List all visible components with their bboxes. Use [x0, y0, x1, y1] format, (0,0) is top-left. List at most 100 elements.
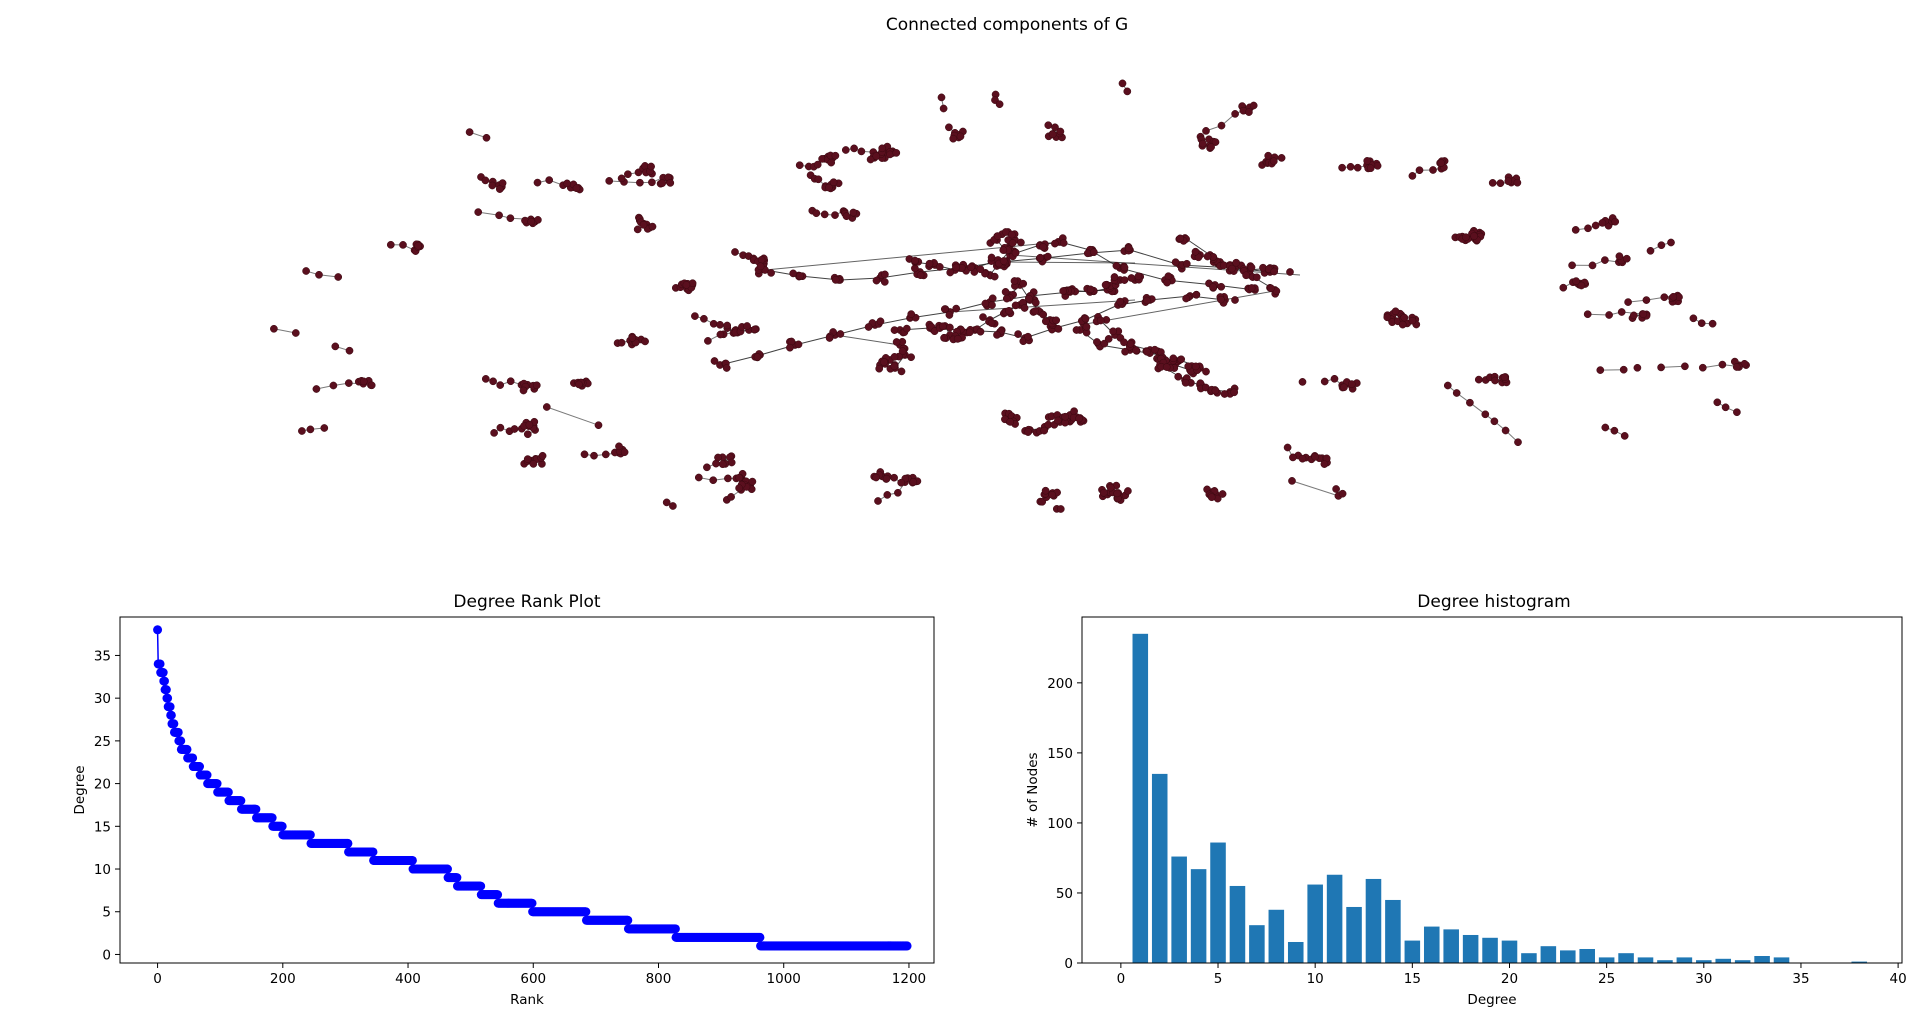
graph-node — [523, 455, 532, 463]
graph-node — [538, 451, 547, 460]
rank-point — [158, 668, 168, 678]
graph-node — [1496, 179, 1505, 188]
graph-node — [714, 453, 722, 462]
graph-node — [952, 304, 961, 313]
histogram-bar — [1326, 874, 1343, 963]
graph-node — [831, 151, 840, 160]
graph-node — [976, 327, 985, 336]
histogram-y-label: # of Nodes — [1025, 752, 1041, 827]
graph-node — [1059, 287, 1068, 295]
graph-node — [605, 177, 614, 185]
graph-node — [636, 178, 644, 187]
rank-point — [277, 821, 287, 831]
graph-node — [1051, 123, 1059, 132]
graph-node — [750, 325, 759, 334]
graph-node — [836, 330, 845, 338]
rank-point — [251, 804, 261, 814]
graph-node — [1191, 247, 1200, 256]
graph-node — [1617, 308, 1626, 316]
graph-node — [1366, 164, 1375, 173]
graph-node — [995, 100, 1004, 109]
graph-node — [940, 305, 949, 313]
graph-node — [1041, 317, 1050, 326]
histogram-bar — [1773, 957, 1790, 963]
graph-node — [890, 326, 899, 334]
graph-node — [1203, 252, 1212, 261]
graph-node — [1044, 121, 1053, 130]
graph-node — [658, 179, 667, 188]
graph-node — [872, 473, 880, 482]
graph-node — [1184, 362, 1193, 371]
graph-node — [1619, 365, 1628, 374]
histogram-bar — [1404, 940, 1421, 963]
graph-node — [825, 183, 833, 192]
graph-node — [993, 331, 1001, 339]
graph-node — [545, 176, 554, 184]
graph-node — [735, 484, 743, 492]
graph-node — [1031, 307, 1040, 315]
graph-node — [298, 427, 306, 435]
graph-node — [1120, 338, 1128, 347]
graph-node — [1288, 477, 1296, 485]
graph-node — [359, 377, 368, 386]
graph-node — [1124, 244, 1133, 253]
histogram-bar — [1734, 960, 1751, 963]
graph-node — [1437, 159, 1445, 167]
graph-node — [1211, 138, 1220, 146]
graph-node — [1732, 363, 1741, 371]
graph-node — [1230, 388, 1239, 397]
graph-node — [1081, 314, 1090, 323]
rank-point — [182, 744, 192, 754]
graph-node — [1721, 403, 1730, 412]
graph-node — [1247, 263, 1256, 272]
graph-node — [1269, 157, 1278, 166]
graph-node — [866, 155, 875, 164]
hist-x-tick-label: 35 — [1792, 971, 1809, 987]
graph-node — [620, 448, 629, 457]
graph-edge — [834, 334, 901, 346]
graph-node — [1177, 355, 1186, 364]
graph-node — [488, 181, 497, 190]
graph-node — [1571, 226, 1580, 234]
graph-node — [1054, 416, 1062, 425]
histogram-bar — [1210, 842, 1226, 963]
graph-node — [527, 217, 536, 226]
graph-node — [1611, 217, 1620, 226]
graph-node — [965, 328, 974, 337]
graph-node — [882, 474, 891, 483]
rank-point — [153, 625, 163, 635]
graph-node — [1182, 259, 1191, 268]
rank-point — [159, 676, 169, 686]
graph-node — [1075, 414, 1083, 423]
graph-node — [1118, 79, 1127, 88]
rank-point — [223, 787, 233, 797]
graph-node — [1082, 322, 1091, 331]
graph-node — [1610, 426, 1619, 435]
histogram-bar — [1540, 946, 1557, 963]
graph-node — [935, 263, 944, 271]
rank-point — [163, 693, 173, 703]
graph-node — [648, 222, 657, 231]
graph-node — [1267, 284, 1275, 293]
rank-point — [165, 702, 175, 712]
histogram-bar — [1132, 633, 1149, 963]
graph-node — [1568, 261, 1576, 270]
graph-node — [1470, 232, 1478, 240]
hist-x-tick-label: 5 — [1214, 971, 1223, 987]
graph-node — [1096, 316, 1105, 325]
graph-node — [1289, 453, 1297, 462]
graph-node — [1452, 389, 1461, 397]
histogram-bar — [1346, 906, 1362, 963]
graph-edge — [999, 261, 1136, 264]
graph-node — [523, 430, 532, 439]
histogram-bar — [1385, 899, 1401, 963]
rank-point — [343, 838, 353, 848]
graph-node — [495, 185, 504, 193]
histogram-y-ticks: 0 50 100 150 200 — [1047, 676, 1082, 972]
graph-node — [724, 474, 732, 483]
graph-node — [1633, 363, 1642, 372]
graph-node — [1598, 219, 1607, 227]
histogram-bar — [1696, 960, 1712, 963]
hist-x-tick-label: 30 — [1695, 971, 1712, 987]
graph-node — [979, 313, 987, 321]
